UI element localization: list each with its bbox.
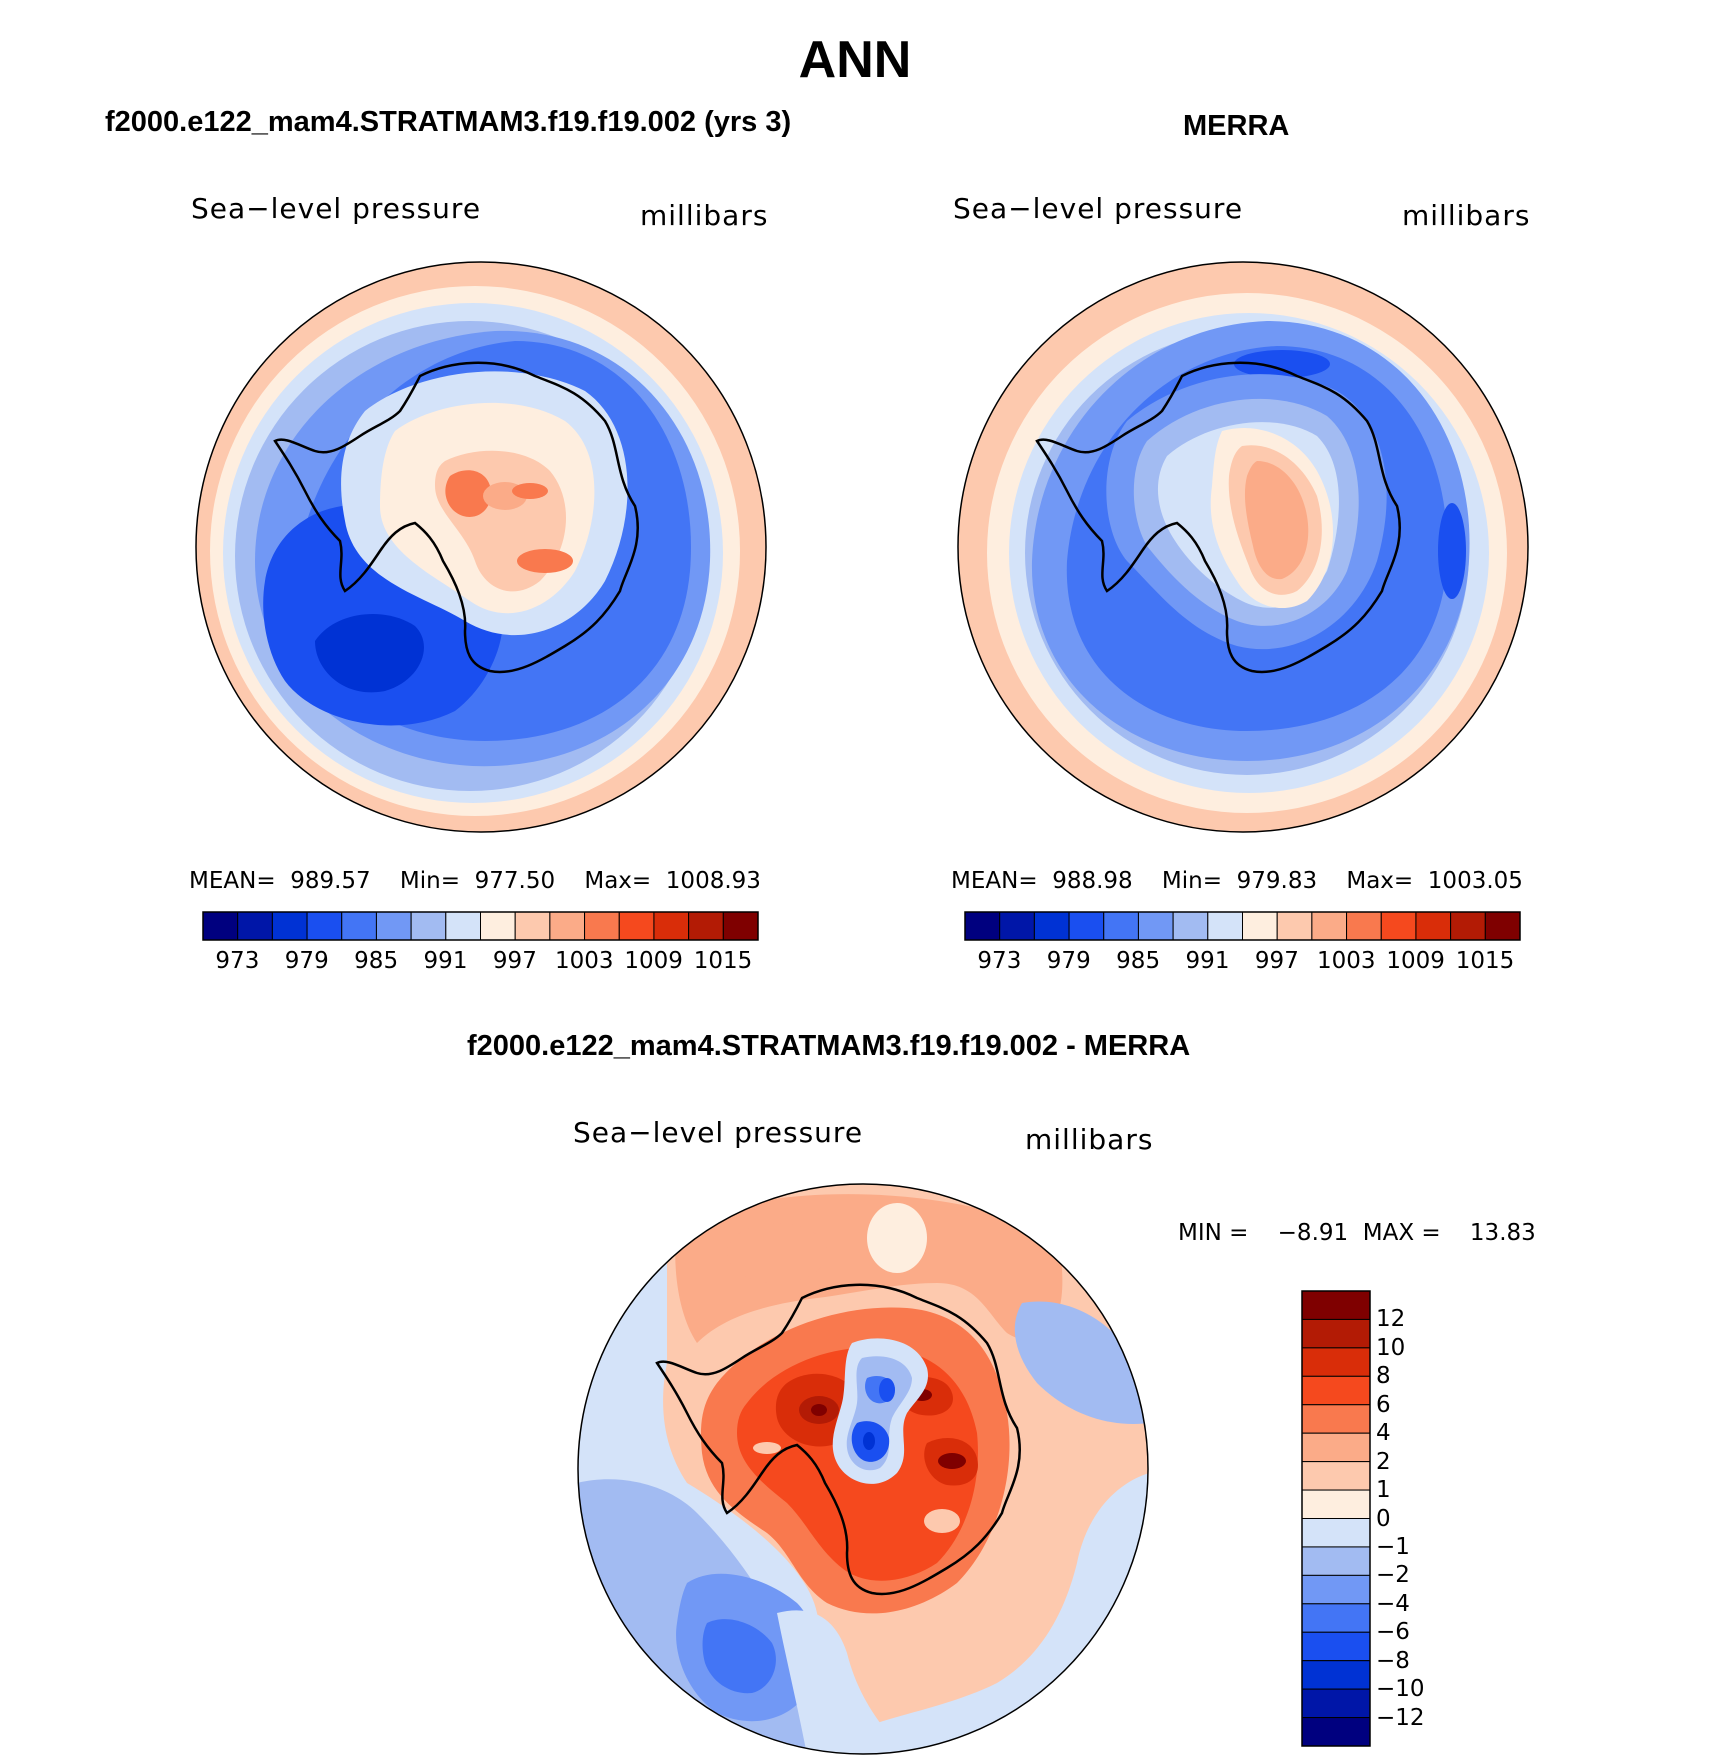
obs-colorbar-swatch: [1033, 911, 1070, 941]
diff-colorbar-swatch: [1301, 1603, 1371, 1633]
model-colorbar-swatch: [375, 911, 412, 941]
obs-variable-label: Sea−level pressure: [953, 192, 1244, 225]
obs-colorbar-swatch: [1137, 911, 1174, 941]
diff-colorbar-swatch: [1301, 1375, 1371, 1406]
diff-colorbar-tick-label: 2: [1376, 1448, 1391, 1475]
obs-colorbar-swatch: [1450, 911, 1486, 941]
obs-colorbar-tick-label: 979: [1046, 948, 1091, 974]
model-variable-label: Sea−level pressure: [191, 192, 482, 225]
obs-colorbar-tick-label: 1009: [1386, 948, 1445, 974]
diff-colorbar-tick-label: 10: [1376, 1334, 1406, 1361]
model-colorbar-tick-label: 991: [423, 948, 468, 974]
obs-colorbar-swatch: [1484, 911, 1521, 941]
model-stats: MEAN= 989.57 Min= 977.50 Max= 1008.93: [189, 868, 761, 894]
obs-colorbar-swatch: [1207, 911, 1243, 941]
obs-colorbar-swatch: [1276, 911, 1313, 941]
diff-colorbar-tick-label: −8: [1376, 1647, 1410, 1674]
diff-colorbar-tick-label: −4: [1376, 1590, 1410, 1617]
diff-colorbar-tick-label: 6: [1376, 1391, 1391, 1418]
obs-colorbar-tick-label: 1015: [1455, 948, 1515, 974]
model-colorbar-swatch: [514, 911, 551, 941]
obs-colorbar-swatch: [1242, 911, 1278, 941]
diff-variable-label: Sea−level pressure: [573, 1116, 864, 1149]
obs-colorbar-tick-label: 997: [1254, 948, 1299, 974]
diff-colorbar-tick-label: −1: [1376, 1533, 1410, 1560]
diff-colorbar-tick-label: 12: [1376, 1306, 1406, 1333]
model-colorbar-tick-label: 1009: [624, 948, 683, 974]
diff-colorbar-swatch: [1301, 1660, 1371, 1690]
obs-colorbar-tick-label: 973: [977, 948, 1022, 974]
obs-colorbar-swatch: [999, 911, 1035, 941]
model-colorbar-tick-label: 997: [492, 948, 537, 974]
model-polar-map: [195, 261, 767, 833]
obs-colorbar-swatch: [1172, 911, 1209, 941]
diff-colorbar-swatch: [1301, 1518, 1371, 1548]
diff-colorbar-swatch: [1301, 1688, 1371, 1719]
diff-colorbar-tick-label: 1: [1376, 1477, 1391, 1504]
obs-colorbar-tick-label: 1003: [1316, 948, 1376, 974]
diff-colorbar-swatch: [1301, 1404, 1371, 1434]
model-colorbar-swatch: [688, 911, 724, 941]
model-colorbar-tick-label: 973: [215, 948, 260, 974]
diff-colorbar-tick-label: 0: [1376, 1505, 1391, 1532]
obs-colorbar-tick-label: 991: [1185, 948, 1230, 974]
diff-colorbar-swatch: [1301, 1347, 1371, 1377]
model-colorbar-swatch: [445, 911, 481, 941]
model-colorbar: [202, 911, 759, 941]
diff-colorbar-swatch: [1301, 1489, 1371, 1519]
model-colorbar-swatch: [480, 911, 516, 941]
model-colorbar-swatch: [341, 911, 377, 941]
obs-colorbar-swatch: [1346, 911, 1382, 941]
model-colorbar-swatch: [306, 911, 343, 941]
obs-colorbar-swatch: [964, 911, 1001, 941]
obs-colorbar-tick-label: 985: [1116, 948, 1161, 974]
obs-stats: MEAN= 988.98 Min= 979.83 Max= 1003.05: [951, 868, 1523, 894]
model-colorbar-swatch: [618, 911, 655, 941]
model-colorbar-tick-label: 985: [354, 948, 399, 974]
diff-stats: MIN = −8.91 MAX = 13.83: [1178, 1220, 1536, 1246]
obs-colorbar-swatch: [1068, 911, 1105, 941]
diff-colorbar-swatch: [1301, 1631, 1371, 1662]
model-colorbar-tick-label: 979: [284, 948, 329, 974]
obs-units-label: millibars: [1402, 199, 1531, 232]
diff-colorbar-tick-label: −12: [1376, 1704, 1425, 1731]
model-colorbar-swatch: [271, 911, 308, 941]
obs-colorbar: [964, 911, 1521, 941]
obs-colorbar-swatch: [1415, 911, 1452, 941]
diff-colorbar-swatch: [1301, 1717, 1371, 1747]
diff-colorbar-tick-label: −6: [1376, 1619, 1410, 1646]
model-colorbar-swatch: [722, 911, 759, 941]
model-panel-title: f2000.e122_mam4.STRATMAM3.f19.f19.002 (y…: [105, 106, 792, 138]
model-colorbar-swatch: [549, 911, 586, 941]
obs-colorbar-swatch: [1380, 911, 1417, 941]
diff-panel-title: f2000.e122_mam4.STRATMAM3.f19.f19.002 - …: [467, 1030, 1191, 1062]
model-colorbar-swatch: [584, 911, 620, 941]
diff-colorbar-tick-label: −2: [1376, 1562, 1410, 1589]
model-colorbar-swatch: [237, 911, 273, 941]
diff-colorbar-swatch: [1301, 1318, 1371, 1349]
model-colorbar-swatch: [410, 911, 447, 941]
model-colorbar-swatch: [653, 911, 690, 941]
obs-polar-map: [957, 261, 1529, 833]
diff-colorbar-swatch: [1301, 1461, 1371, 1491]
diff-colorbar-swatch: [1301, 1432, 1371, 1463]
diff-colorbar-tick-label: 4: [1376, 1420, 1391, 1447]
diff-colorbar: [1301, 1290, 1371, 1747]
diff-polar-map: [577, 1183, 1149, 1755]
diff-colorbar-swatch: [1301, 1290, 1371, 1320]
obs-colorbar-swatch: [1103, 911, 1139, 941]
diff-colorbar-tick-label: −10: [1376, 1676, 1425, 1703]
obs-colorbar-swatch: [1311, 911, 1348, 941]
model-colorbar-tick-label: 1015: [693, 948, 753, 974]
diff-colorbar-swatch: [1301, 1546, 1371, 1576]
model-colorbar-tick-label: 1003: [554, 948, 614, 974]
obs-panel-title: MERRA: [1183, 110, 1290, 142]
model-units-label: millibars: [640, 199, 769, 232]
model-colorbar-swatch: [202, 911, 239, 941]
diff-colorbar-swatch: [1301, 1574, 1371, 1605]
diff-units-label: millibars: [1025, 1123, 1154, 1156]
figure-title: ANN: [798, 31, 912, 89]
diff-colorbar-tick-label: 8: [1376, 1363, 1391, 1390]
